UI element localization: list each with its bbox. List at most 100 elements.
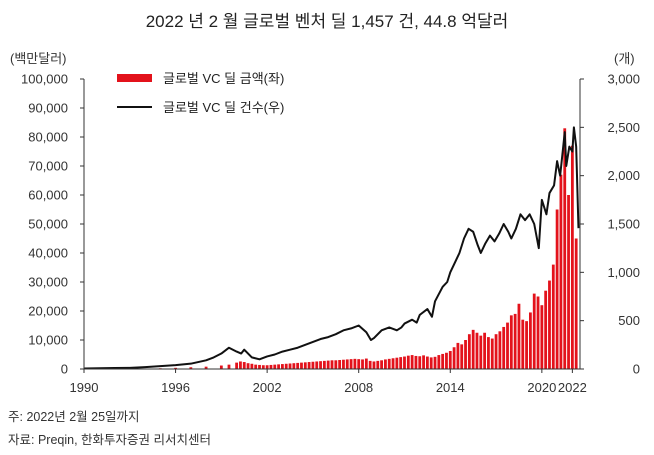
- count-line: [83, 126, 580, 370]
- left-tick-label: 30,000: [28, 275, 68, 290]
- bar-33: [319, 361, 322, 369]
- bar-43: [357, 359, 361, 369]
- left-tick-label: 0: [61, 362, 68, 377]
- bar-94: [551, 264, 555, 369]
- chart-title: 2022 년 2 월 글로벌 벤처 딜 1,457 건, 44.8 억달러: [146, 12, 509, 31]
- bar-50: [384, 359, 387, 369]
- bar-79: [494, 334, 498, 369]
- bar-23: [281, 364, 284, 369]
- left-tick-label: 20,000: [28, 304, 68, 319]
- bar-48: [376, 360, 380, 369]
- bar-29: [303, 362, 307, 369]
- x-tick-label: 2022: [558, 380, 587, 395]
- bar-47: [372, 361, 376, 369]
- bar-19: [265, 365, 269, 369]
- bar-89: [532, 293, 536, 369]
- bar-86: [521, 319, 525, 369]
- bar-68: [452, 347, 456, 369]
- bar-25: [288, 363, 292, 369]
- bar-99: [570, 145, 574, 369]
- bar-75: [479, 335, 483, 369]
- bar-24: [284, 363, 288, 369]
- right-tick-labels: 0 500 1,000 1,500 2,000 2,500 3,000: [580, 72, 640, 377]
- bar-58: [414, 355, 418, 369]
- bar-12: [239, 361, 242, 369]
- bar-98: [567, 195, 570, 369]
- bar-8: [204, 366, 208, 369]
- right-tick-label: 3,000: [607, 72, 640, 87]
- bar-42: [353, 358, 357, 369]
- bar-15: [250, 363, 254, 369]
- bar-38: [338, 360, 342, 369]
- x-tick-label: 2008: [344, 380, 373, 395]
- right-axis-unit: (개): [614, 51, 635, 66]
- legend: 글로벌 VC 딜 금액(좌) 글로벌 VC 딜 건수(우): [117, 71, 284, 115]
- bar-77: [487, 337, 490, 369]
- right-tick-label: 1,000: [607, 265, 640, 280]
- bar-51: [387, 358, 391, 369]
- x-tick-label: 1990: [70, 380, 99, 395]
- bar-39: [342, 359, 345, 369]
- bar-series: [82, 128, 578, 370]
- bar-20: [269, 364, 273, 369]
- bar-65: [441, 353, 445, 369]
- bar-27: [296, 362, 300, 369]
- bar-63: [433, 356, 437, 369]
- bar-6: [174, 367, 177, 369]
- bar-14: [246, 363, 250, 369]
- bar-28: [300, 362, 303, 369]
- bar-72: [467, 334, 471, 369]
- left-tick-label: 60,000: [28, 188, 68, 203]
- right-tick-label: 0: [633, 362, 640, 377]
- left-tick-label: 80,000: [28, 130, 68, 145]
- bar-91: [540, 305, 544, 369]
- bar-17: [258, 364, 261, 369]
- bar-40: [345, 359, 349, 369]
- bar-53: [395, 357, 399, 369]
- right-tick-label: 1,500: [607, 217, 640, 232]
- bar-60: [422, 355, 425, 369]
- bar-57: [410, 355, 414, 369]
- bar-52: [391, 358, 395, 369]
- bar-73: [471, 329, 475, 369]
- bar-61: [425, 356, 429, 369]
- bar-95: [555, 209, 559, 369]
- left-tick-labels: 0 10,000 20,000 30,000 40,000 50,000 60,000 70,…: [21, 72, 84, 377]
- bar-87: [525, 321, 528, 369]
- x-tick-labels: 1990 1996 2002 2008 2014 2020 2022: [70, 369, 587, 395]
- bar-26: [292, 363, 296, 369]
- bar-74: [475, 332, 479, 369]
- bar-96: [559, 174, 563, 369]
- left-tick-label: 50,000: [28, 217, 68, 232]
- bar-56: [406, 355, 410, 369]
- bar-16: [254, 364, 258, 369]
- bar-66: [445, 352, 448, 369]
- footnote: 주: 2022년 2월 25일까지: [8, 410, 140, 424]
- left-tick-label: 10,000: [28, 333, 68, 348]
- bar-78: [490, 338, 494, 369]
- bar-80: [498, 331, 502, 369]
- bar-54: [399, 357, 403, 369]
- right-tick-label: 500: [618, 313, 640, 328]
- bar-46: [368, 360, 372, 369]
- legend-line-label: 글로벌 VC 딜 건수(우): [163, 100, 284, 115]
- left-axis-unit: (백만달러): [10, 51, 67, 66]
- bar-41: [349, 359, 353, 369]
- bar-35: [326, 360, 330, 369]
- left-tick-label: 70,000: [28, 159, 68, 174]
- bar-37: [334, 360, 338, 369]
- bar-30: [307, 362, 311, 369]
- x-tick-label: 2014: [436, 380, 465, 395]
- bar-11: [235, 362, 239, 369]
- bar-100: [574, 238, 578, 369]
- left-tick-label: 90,000: [28, 101, 68, 116]
- bar-83: [509, 315, 513, 369]
- bar-85: [517, 303, 521, 369]
- legend-bar-label: 글로벌 VC 딜 금액(좌): [163, 71, 284, 86]
- bar-59: [418, 356, 422, 369]
- bar-92: [544, 290, 548, 369]
- bar-22: [277, 364, 280, 369]
- legend-bar-swatch: [117, 74, 152, 82]
- bar-13: [242, 362, 246, 369]
